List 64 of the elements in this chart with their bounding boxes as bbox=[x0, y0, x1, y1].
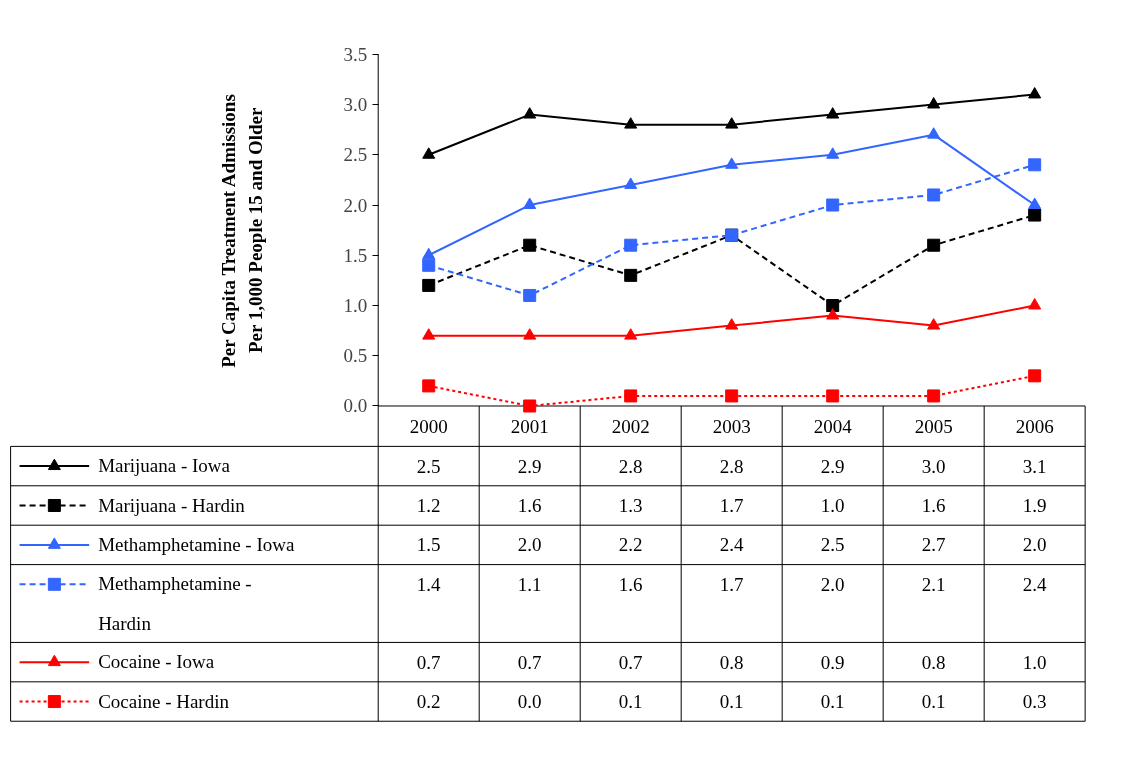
x-tick-label: 2000 bbox=[409, 415, 448, 437]
data-label: 0.1 bbox=[719, 691, 744, 713]
data-label: 2.0 bbox=[517, 534, 542, 556]
data-label: 1.0 bbox=[820, 494, 845, 516]
x-tick-label: 2005 bbox=[914, 415, 953, 437]
data-label: 0.7 bbox=[517, 651, 542, 673]
data-label: 2.9 bbox=[820, 455, 845, 477]
data-label: 1.7 bbox=[719, 494, 744, 516]
data-label: 2.9 bbox=[517, 455, 542, 477]
data-label: 0.1 bbox=[618, 691, 643, 713]
y-tick-label: 3.0 bbox=[343, 94, 368, 116]
y-tick-label: 2.5 bbox=[343, 144, 368, 166]
y-tick-label: 3.5 bbox=[343, 43, 368, 65]
data-label: 2.7 bbox=[921, 534, 946, 556]
data-label: 3.1 bbox=[1022, 455, 1047, 477]
legend-label: Cocaine - Hardin bbox=[98, 690, 230, 712]
data-label: 0.3 bbox=[1022, 691, 1047, 713]
data-label: 1.3 bbox=[618, 494, 643, 516]
y-axis-title: Per Capita Treatment Admissions Per 1,000 People 15 and Older bbox=[217, 94, 267, 368]
data-label: 1.6 bbox=[921, 494, 946, 516]
data-label: 2.1 bbox=[921, 573, 946, 595]
data-label: 1.4 bbox=[416, 573, 442, 595]
data-label: 0.9 bbox=[820, 651, 845, 673]
legend-label: Methamphetamine - Hardin bbox=[98, 573, 252, 635]
data-label: 1.5 bbox=[416, 534, 441, 556]
legend-label: Marijuana - Hardin bbox=[98, 494, 246, 516]
data-label: 2.4 bbox=[1022, 573, 1048, 595]
data-label: 3.0 bbox=[921, 455, 946, 477]
data-label: 0.0 bbox=[517, 691, 542, 713]
x-tick-label: 2003 bbox=[712, 415, 751, 437]
data-label: 1.2 bbox=[416, 494, 441, 516]
x-tick-label: 2002 bbox=[611, 415, 650, 437]
data-label: 0.8 bbox=[719, 651, 744, 673]
data-label: 0.2 bbox=[416, 691, 441, 713]
x-tick-label: 2004 bbox=[813, 415, 853, 437]
y-tick-label: 0.0 bbox=[343, 395, 368, 417]
data-label: 1.6 bbox=[618, 573, 643, 595]
legend-label: Cocaine - Iowa bbox=[98, 651, 215, 673]
x-tick-label: 2001 bbox=[510, 415, 549, 437]
y-tick-label: 0.5 bbox=[343, 345, 368, 367]
data-label: 0.7 bbox=[618, 651, 643, 673]
data-label: 0.1 bbox=[820, 691, 845, 713]
y-tick-label: 1.0 bbox=[343, 295, 368, 317]
data-label: 2.8 bbox=[719, 455, 744, 477]
data-label: 1.9 bbox=[1022, 494, 1047, 516]
data-label: 2.8 bbox=[618, 455, 643, 477]
data-label: 1.1 bbox=[517, 573, 542, 595]
y-tick-label: 1.5 bbox=[343, 244, 368, 266]
data-label: 2.5 bbox=[820, 534, 845, 556]
data-label: 0.7 bbox=[416, 651, 441, 673]
data-label: 2.0 bbox=[820, 573, 845, 595]
data-label: 2.4 bbox=[719, 534, 745, 556]
data-label: 2.0 bbox=[1022, 534, 1047, 556]
legend-label: Methamphetamine - Iowa bbox=[98, 534, 295, 556]
data-label: 2.5 bbox=[416, 455, 441, 477]
y-tick-label: 2.0 bbox=[343, 194, 368, 216]
data-label: 1.7 bbox=[719, 573, 744, 595]
data-label: 2.2 bbox=[618, 534, 643, 556]
data-label: 1.6 bbox=[517, 494, 542, 516]
legend-label: Marijuana - Iowa bbox=[98, 455, 231, 477]
x-tick-label: 2006 bbox=[1015, 415, 1054, 437]
data-label: 0.8 bbox=[921, 651, 946, 673]
data-label: 0.1 bbox=[921, 691, 946, 713]
data-label: 1.0 bbox=[1022, 651, 1047, 673]
